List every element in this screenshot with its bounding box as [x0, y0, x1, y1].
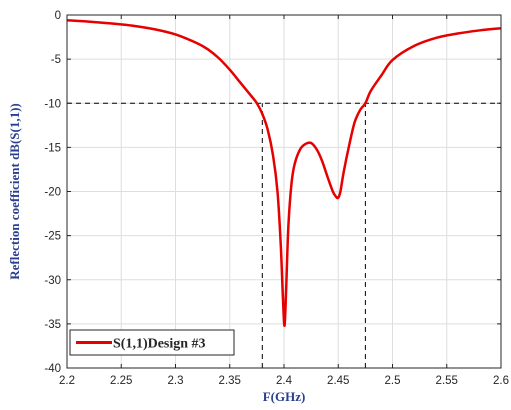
series-layer: [66, 19, 502, 327]
x-tick-label: 2.35: [219, 375, 241, 387]
x-tick-label: 2.2: [59, 375, 75, 387]
x-axis-tick-labels: 2.2 2.25 2.3 2.35 2.4 2.45 2.5 2.55 2.6: [59, 375, 509, 387]
y-tick-label: -25: [44, 231, 61, 243]
y-tick-label: -15: [44, 142, 61, 154]
series-line: [66, 19, 502, 327]
y-tick-label: -5: [51, 54, 61, 66]
x-axis-title: F(GHz): [263, 389, 306, 404]
axis-ticks: [66, 14, 502, 369]
reference-lines: [67, 102, 501, 368]
y-axis-title: Reflection coefficient dB(S(1,1)): [7, 103, 22, 280]
legend: S(1,1)Design #3: [69, 329, 235, 356]
x-tick-label: 2.25: [110, 375, 132, 387]
y-axis-tick-labels: 0 -5 -10 -15 -20 -25 -30 -35 -40: [44, 10, 61, 375]
legend-entry-label: S(1,1)Design #3: [113, 337, 206, 352]
x-tick-label: 2.45: [327, 375, 349, 387]
y-tick-label: -40: [44, 363, 61, 375]
x-tick-label: 2.5: [385, 375, 401, 387]
y-tick-label: 0: [55, 10, 61, 22]
y-tick-label: -30: [44, 275, 61, 287]
x-tick-label: 2.55: [436, 375, 458, 387]
y-tick-label: -10: [44, 98, 61, 110]
y-tick-label: -35: [44, 319, 61, 331]
x-tick-label: 2.4: [276, 375, 293, 387]
y-tick-label: -20: [44, 187, 61, 199]
x-tick-label: 2.3: [168, 375, 184, 387]
x-tick-label: 2.6: [493, 375, 509, 387]
